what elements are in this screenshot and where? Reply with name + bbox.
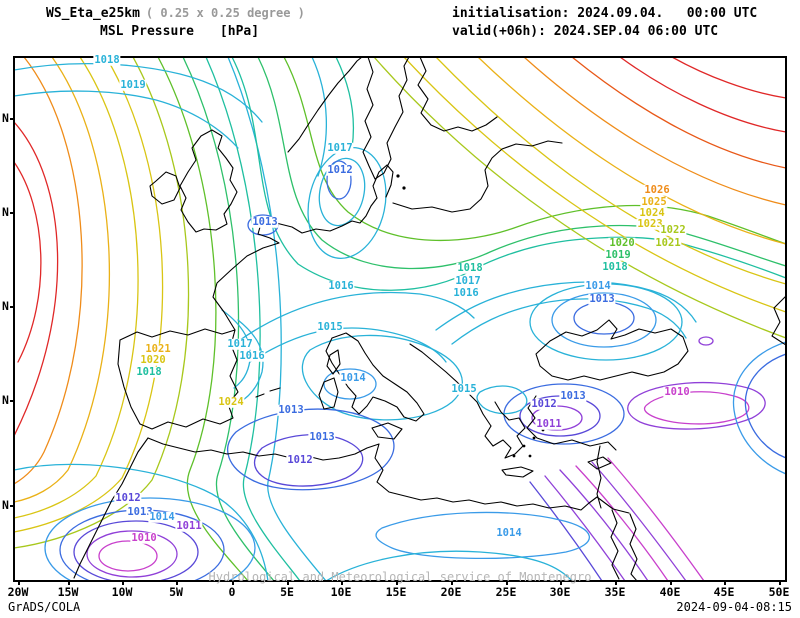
model-name: WS_Eta_e25km bbox=[46, 6, 140, 21]
isobar-contours bbox=[14, 57, 786, 581]
header-line-1: WS_Eta_e25km ( 0.25 x 0.25 degree ) bbox=[46, 6, 305, 21]
field-units: [hPa] bbox=[219, 24, 260, 39]
field-name: MSL Pressure bbox=[100, 24, 194, 39]
grid-resolution: ( 0.25 x 0.25 degree ) bbox=[145, 6, 305, 20]
valid-time-label: valid(+06h): 2024.SEP.04 06:00 UTC bbox=[452, 24, 719, 39]
header-line-2: MSL Pressure [hPa] bbox=[100, 24, 259, 39]
grads-credit: GrADS/COLA bbox=[8, 600, 81, 614]
creation-timestamp: 2024-09-04-08:15 bbox=[676, 600, 792, 614]
map-frame bbox=[13, 56, 787, 582]
coastlines bbox=[73, 57, 786, 581]
init-time-label: initialisation: 2024.09.04. 00:00 UTC bbox=[452, 6, 758, 21]
